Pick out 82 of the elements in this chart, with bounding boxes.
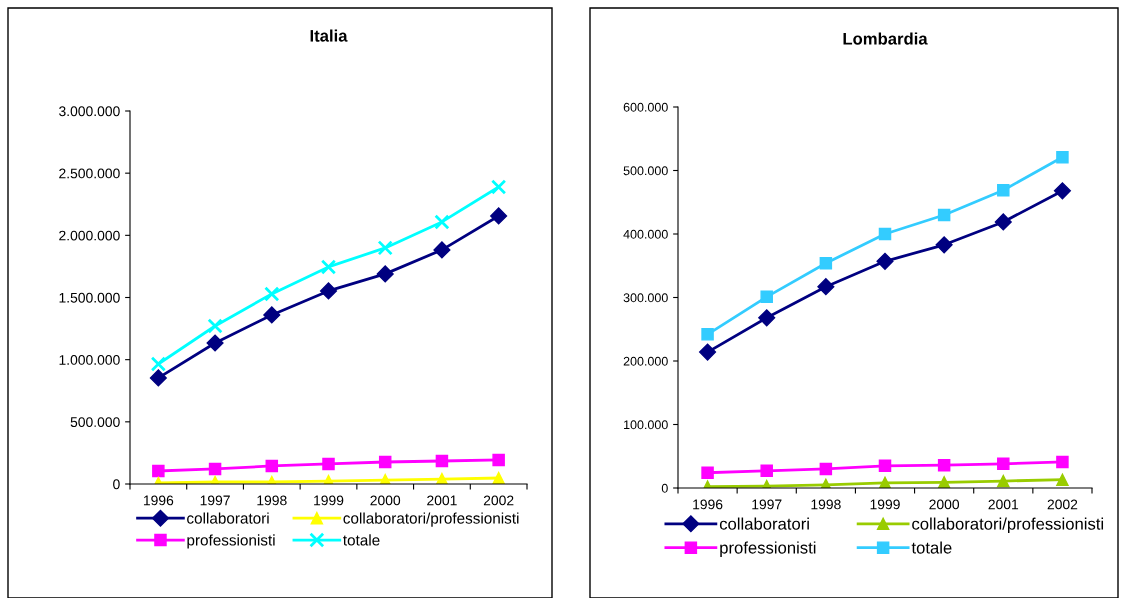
point <box>997 457 1010 471</box>
point <box>320 259 337 275</box>
point <box>264 286 280 302</box>
y-tick-label: 0 <box>113 479 120 490</box>
point <box>935 236 953 254</box>
y-tick-label: 400.000 <box>623 229 668 239</box>
point <box>491 179 507 195</box>
x-tick-label: 1998 <box>811 499 841 510</box>
point <box>263 306 281 324</box>
y-tick-label: 1.000.000 <box>59 355 120 365</box>
point <box>433 241 451 259</box>
legend-label: totale <box>343 534 380 546</box>
point <box>817 278 835 296</box>
point <box>206 334 224 352</box>
x-tick-label: 2000 <box>929 499 960 510</box>
legend-label: collaboratori <box>719 517 809 530</box>
y-tick-label: 1.500.000 <box>59 292 120 303</box>
point <box>319 282 338 300</box>
chart-title: Lombardia <box>843 32 928 45</box>
point <box>878 459 892 473</box>
y-tick-label: 2.500.000 <box>59 168 120 179</box>
legend-label: collaboratori <box>187 512 269 524</box>
legend-label: collaboratori/professionisti <box>343 512 519 527</box>
x-tick-label: 1999 <box>870 499 900 510</box>
point <box>492 453 505 467</box>
point <box>490 207 508 225</box>
point <box>994 213 1012 231</box>
point <box>265 459 279 473</box>
x-tick-label: 2002 <box>1047 499 1078 510</box>
point <box>760 290 773 304</box>
point <box>819 462 833 476</box>
y-tick-label: 600.000 <box>623 102 668 112</box>
point <box>878 227 892 241</box>
point <box>322 457 335 471</box>
x-tick-label: 1997 <box>752 499 782 510</box>
point <box>937 208 951 222</box>
chart-title: Italia <box>310 29 348 42</box>
point <box>207 318 223 334</box>
legend-label: professionisti <box>187 534 275 549</box>
x-tick-label: 1998 <box>257 495 287 506</box>
point <box>937 458 951 472</box>
legend-label: professionisti <box>720 541 816 557</box>
x-tick-label: 2001 <box>427 495 457 506</box>
x-tick-label: 2002 <box>483 495 514 506</box>
y-tick-label: 3.000.000 <box>59 106 120 117</box>
point <box>208 462 222 476</box>
point <box>150 356 166 372</box>
point <box>876 252 894 270</box>
point <box>376 265 394 283</box>
point <box>997 183 1010 197</box>
point <box>701 328 714 341</box>
point <box>758 309 776 327</box>
point <box>435 454 449 468</box>
x-tick-label: 1996 <box>143 495 174 506</box>
point <box>378 455 392 469</box>
x-tick-label: 1997 <box>200 495 230 506</box>
point <box>699 343 717 361</box>
point <box>701 466 714 480</box>
point <box>1056 150 1069 164</box>
x-tick-label: 1996 <box>693 499 723 510</box>
point <box>819 256 833 270</box>
y-tick-label: 500.000 <box>623 166 668 176</box>
point <box>149 369 167 387</box>
legend-label: totale <box>911 541 952 554</box>
y-tick-label: 0 <box>661 483 668 493</box>
legend-label: collaboratori/professionisti <box>912 517 1104 534</box>
point <box>377 240 393 256</box>
x-tick-label: 2000 <box>370 495 401 506</box>
y-tick-label: 200.000 <box>623 356 668 366</box>
point <box>997 474 1010 488</box>
y-tick-label: 500.000 <box>70 417 120 427</box>
x-tick-label: 1999 <box>314 495 344 506</box>
point <box>434 214 450 230</box>
point <box>1056 455 1069 469</box>
point <box>760 464 773 478</box>
x-tick-label: 2001 <box>988 499 1019 510</box>
y-tick-label: 2.000.000 <box>59 230 120 241</box>
y-tick-label: 300.000 <box>623 293 668 303</box>
point <box>1056 473 1069 486</box>
point <box>152 464 165 478</box>
point <box>1053 182 1071 200</box>
y-tick-label: 100.000 <box>624 420 668 430</box>
